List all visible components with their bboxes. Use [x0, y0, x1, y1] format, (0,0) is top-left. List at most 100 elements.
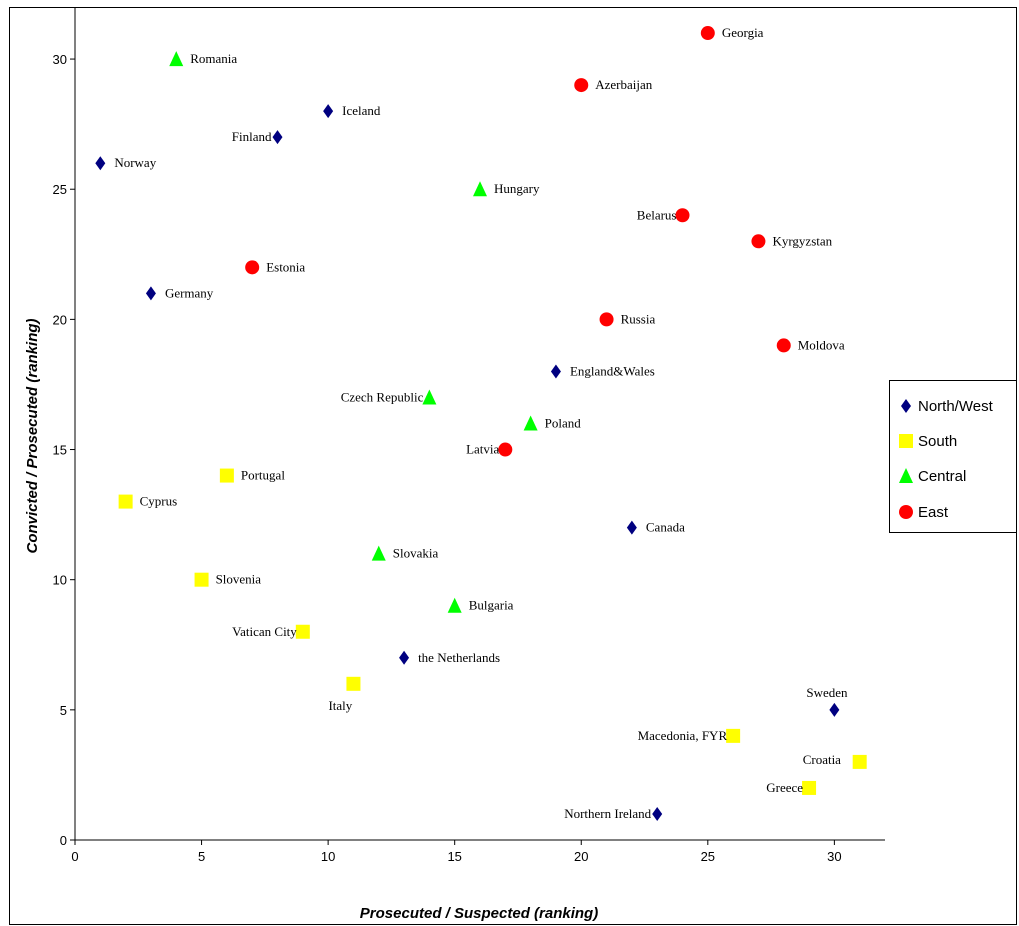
legend: North/West South Central East: [889, 380, 1017, 533]
x-tick-label: 20: [574, 849, 588, 864]
point-label-poland: Poland: [545, 416, 582, 431]
y-tick-label: 30: [53, 52, 67, 67]
point-label-moldova: Moldova: [798, 337, 845, 352]
legend-label: Central: [918, 467, 967, 485]
point-label-vatican-city: Vatican City: [232, 624, 297, 639]
point-label-czech-republic: Czech Republic: [341, 389, 424, 404]
data-point-portugal: [219, 468, 234, 483]
legend-item-east: East: [898, 501, 948, 523]
data-point-slovenia: [194, 572, 209, 587]
data-point-moldova: [776, 338, 791, 353]
point-label-sweden: Sweden: [806, 685, 848, 700]
data-point-azerbaijan: [574, 78, 589, 93]
data-point-italy: [346, 676, 361, 691]
data-points: [95, 26, 867, 821]
data-point-norway: [95, 156, 106, 171]
point-label-macedonia-fyr: Macedonia, FYR: [638, 728, 728, 743]
point-label-georgia: Georgia: [722, 25, 764, 40]
point-label-finland: Finland: [232, 129, 272, 144]
data-point-the-netherlands: [399, 650, 410, 665]
y-axis-title: Convicted / Prosecuted (ranking): [24, 318, 41, 553]
data-point-estonia: [245, 260, 260, 275]
data-point-bulgaria: [447, 597, 462, 613]
point-label-slovenia: Slovenia: [216, 572, 262, 587]
y-tick-label: 10: [53, 573, 67, 588]
legend-label: East: [918, 503, 949, 521]
legend-marker-shape: [899, 505, 913, 519]
data-point-northern-ireland: [652, 806, 663, 821]
data-point-vatican-city: [295, 624, 310, 639]
point-labels: Norway Germany Finland Iceland the Netherlan…: [114, 25, 848, 821]
data-point-latvia: [498, 442, 513, 457]
chart-frame: [9, 7, 1017, 925]
data-point-croatia: [852, 754, 867, 769]
point-label-canada: Canada: [646, 520, 685, 535]
data-point-slovakia: [371, 545, 386, 561]
x-tick-label: 15: [447, 849, 461, 864]
x-tick-label: 30: [827, 849, 841, 864]
point-label-germany: Germany: [165, 285, 214, 300]
data-point-greece: [802, 780, 817, 795]
point-label-greece: Greece: [766, 780, 803, 795]
data-point-belarus: [675, 208, 690, 223]
y-tick-label: 25: [53, 182, 67, 197]
point-label-kyrgyzstan: Kyrgyzstan: [772, 233, 832, 248]
data-point-georgia: [700, 26, 715, 41]
x-tick-label: 10: [321, 849, 335, 864]
y-tick-label: 5: [60, 703, 67, 718]
point-label-slovakia: Slovakia: [393, 546, 439, 561]
data-point-czech-republic: [422, 389, 437, 405]
point-label-russia: Russia: [621, 311, 656, 326]
x-axis-title: Prosecuted / Suspected (ranking): [360, 905, 598, 922]
point-label-croatia: Croatia: [803, 752, 841, 767]
legend-marker-triangle: [899, 468, 913, 483]
data-point-canada: [626, 520, 637, 535]
axes: 0 5 10 15 20 25 30 0 5 10 15 20 25 30: [53, 7, 885, 864]
x-tick-label: 0: [71, 849, 78, 864]
data-point-sweden: [829, 702, 840, 717]
point-label-azerbaijan: Azerbaijan: [595, 77, 653, 92]
legend-marker-shape: [901, 399, 911, 413]
point-label-iceland: Iceland: [342, 103, 381, 118]
point-label-cyprus: Cyprus: [140, 494, 178, 509]
data-point-kyrgyzstan: [751, 234, 766, 249]
point-label-estonia: Estonia: [266, 259, 305, 274]
point-label-portugal: Portugal: [241, 468, 285, 483]
legend-marker-shape: [899, 434, 913, 448]
data-point-germany: [145, 286, 156, 301]
y-tick-label: 20: [53, 312, 67, 327]
point-label-northern-ireland: Northern Ireland: [564, 806, 651, 821]
legend-item-central: Central: [898, 465, 966, 487]
data-point-england-wales: [550, 364, 561, 379]
point-label-norway: Norway: [114, 155, 156, 170]
point-label-belarus: Belarus: [637, 207, 677, 222]
legend-marker-shape: [899, 468, 913, 483]
legend-item-south: South: [898, 430, 957, 452]
data-point-macedonia-fyr: [726, 728, 741, 743]
legend-marker-square: [899, 434, 913, 448]
point-label-italy: Italy: [328, 698, 352, 713]
point-label-romania: Romania: [190, 51, 237, 66]
y-tick-label: 15: [53, 443, 67, 458]
x-tick-label: 5: [198, 849, 205, 864]
point-label-latvia: Latvia: [466, 442, 499, 457]
legend-label: North/West: [918, 397, 993, 415]
data-point-russia: [599, 312, 614, 327]
data-point-romania: [169, 51, 184, 67]
point-label-england-wales: England&Wales: [570, 363, 655, 378]
data-point-cyprus: [118, 494, 133, 509]
legend-marker-circle: [899, 505, 913, 519]
data-point-poland: [523, 415, 538, 431]
data-point-iceland: [323, 104, 334, 119]
point-label-hungary: Hungary: [494, 181, 540, 196]
data-point-hungary: [473, 181, 487, 197]
x-tick-label: 25: [701, 849, 715, 864]
y-tick-label: 0: [60, 833, 67, 848]
legend-marker-diamond: [901, 399, 911, 413]
legend-label: South: [918, 432, 958, 450]
point-label-the-netherlands: the Netherlands: [418, 650, 500, 665]
point-label-bulgaria: Bulgaria: [469, 598, 514, 613]
data-point-finland: [272, 130, 283, 145]
legend-item-north-west: North/West: [898, 395, 993, 417]
